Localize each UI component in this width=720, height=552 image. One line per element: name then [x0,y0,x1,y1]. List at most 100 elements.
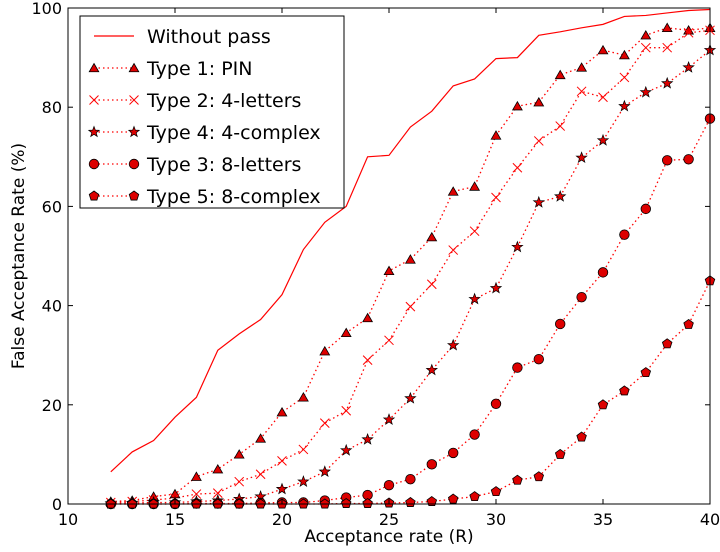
data-point-type-3-8-letters [641,204,651,214]
data-point-type-1-pin [598,46,608,54]
data-point-type-2-4-letters [235,477,244,486]
data-point-type-5-8-complex [577,432,587,441]
data-point-type-5-8-complex [363,499,373,508]
data-point-type-3-8-letters [448,448,458,458]
data-point-type-5-8-complex [620,386,630,395]
data-point-type-1-pin [491,131,501,139]
data-point-type-2-4-letters [620,73,629,82]
data-point-type-4-4-complex [512,242,522,252]
x-axis-label: Acceptance rate (R) [304,527,473,547]
data-point-type-4-4-complex [491,283,501,293]
data-point-type-1-pin [406,255,416,263]
legend: Without pass Type 1: PIN Type 2: 4-letters… [80,16,344,208]
data-point-type-2-4-letters [256,470,265,479]
x-tick-label: 15 [165,510,185,529]
data-point-type-4-4-complex [598,135,608,145]
data-point-type-5-8-complex [448,494,458,503]
data-point-type-4-4-complex [427,365,437,375]
data-point-type-2-4-letters [641,43,650,52]
data-point-type-1-pin [299,393,309,401]
data-point-type-4-4-complex [662,78,672,88]
data-point-type-1-pin [341,328,351,336]
y-tick-label: 80 [42,98,62,117]
data-point-type-3-8-letters [555,319,565,329]
data-point-type-3-8-letters [384,480,394,490]
data-point-type-2-4-letters [492,193,501,202]
data-point-type-2-4-letters [513,163,522,172]
data-point-type-1-pin [662,23,672,31]
data-point-type-2-4-letters [406,302,415,311]
data-point-type-1-pin [641,31,651,39]
x-tick-label: 20 [272,510,292,529]
data-point-type-2-4-letters [320,419,329,428]
data-point-type-1-pin [470,182,480,190]
data-point-type-1-pin [277,408,287,416]
legend-label: Type 2: 4-letters [146,90,301,112]
x-tick-label: 40 [700,510,720,529]
data-point-type-3-8-letters [470,430,480,440]
data-point-type-4-4-complex [555,191,565,201]
data-point-type-1-pin [192,472,202,480]
data-point-type-4-4-complex [576,152,586,162]
data-point-type-2-4-letters [299,445,308,454]
data-point-type-1-pin [320,347,330,355]
data-point-type-3-8-letters [662,155,672,165]
legend-marker [89,159,99,169]
data-point-type-2-4-letters [363,356,372,365]
data-point-type-3-8-letters [684,154,694,164]
data-point-type-3-8-letters [534,354,544,364]
y-axis-label: False Acceptance Rate (%) [9,143,29,369]
data-point-type-1-pin [384,266,394,274]
y-tick-label: 60 [42,197,62,216]
data-point-type-2-4-letters [385,336,394,345]
data-point-type-1-pin [448,187,458,195]
data-point-type-2-4-letters [278,456,287,465]
legend-label: Without pass [147,26,271,48]
data-point-type-1-pin [513,102,523,110]
data-point-type-1-pin [427,233,437,241]
data-point-type-3-8-letters [427,460,437,470]
data-point-type-2-4-letters [534,136,543,145]
data-point-type-2-4-letters [342,406,351,415]
data-point-type-5-8-complex [470,492,480,501]
y-tick-label: 20 [42,396,62,415]
data-point-type-1-pin [363,314,373,322]
data-point-type-4-4-complex [320,466,330,476]
data-point-type-3-8-letters [620,230,630,240]
data-point-type-2-4-letters [449,246,458,255]
legend-label: Type 5: 8-complex [146,186,321,208]
data-point-type-5-8-complex [513,475,523,484]
data-point-type-4-4-complex [448,340,458,350]
y-tick-label: 40 [42,297,62,316]
data-point-type-2-4-letters [470,227,479,236]
data-point-type-5-8-complex [491,487,501,496]
data-point-type-3-8-letters [598,268,608,278]
data-point-type-3-8-letters [491,399,501,409]
data-point-type-3-8-letters [513,363,523,373]
data-point-type-4-4-complex [298,476,308,486]
data-point-type-5-8-complex [406,498,416,507]
data-point-type-5-8-complex [598,400,608,409]
y-tick-label: 0 [52,495,62,514]
data-point-type-1-pin [577,63,587,71]
data-point-type-1-pin [234,450,244,458]
data-point-type-4-4-complex [362,434,372,444]
data-point-type-4-4-complex [277,484,287,494]
legend-label: Type 3: 8-letters [146,154,301,176]
data-point-type-3-8-letters [577,292,587,302]
data-point-type-5-8-complex [641,368,651,377]
data-point-type-1-pin [213,465,223,473]
data-point-type-2-4-letters [427,280,436,289]
data-point-type-2-4-letters [556,122,565,131]
data-point-type-4-4-complex [534,197,544,207]
legend-label: Type 1: PIN [146,58,252,80]
y-tick-label: 100 [31,0,62,18]
data-point-type-4-4-complex [641,87,651,97]
data-point-type-4-4-complex [469,294,479,304]
data-point-type-4-4-complex [619,101,629,111]
x-tick-label: 30 [486,510,506,529]
legend-label: Type 4: 4-complex [146,122,321,144]
data-point-type-5-8-complex [684,319,694,328]
x-tick-label: 35 [593,510,613,529]
